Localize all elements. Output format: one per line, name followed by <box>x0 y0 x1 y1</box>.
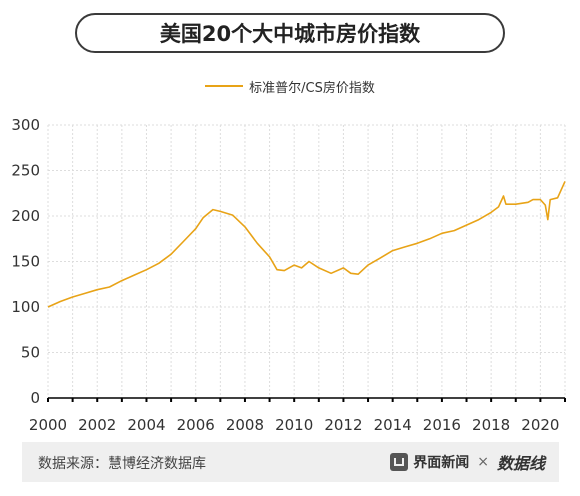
y-tick-label: 300 <box>11 116 40 134</box>
x-tick-label: 2020 <box>521 416 559 434</box>
x-tick-label: 2004 <box>127 416 165 434</box>
source-text: 数据来源：慧博经济数据库 <box>38 456 206 472</box>
chart-title: 美国20个大中城市房价指数 <box>75 13 505 53</box>
legend: 标准普尔/CS房价指数 <box>0 77 580 96</box>
x-tick-label: 2000 <box>29 416 67 434</box>
y-tick-label: 50 <box>21 344 40 362</box>
x-tick-label: 2014 <box>374 416 412 434</box>
series-line <box>47 181 566 308</box>
grid <box>47 124 566 398</box>
y-tick-label: 150 <box>11 253 40 271</box>
legend-label: 标准普尔/CS房价指数 <box>249 80 375 96</box>
x-tick-label: 2002 <box>78 416 116 434</box>
brand-separator: × <box>477 454 489 470</box>
y-tick-label: 250 <box>11 162 40 180</box>
y-tick-label: 100 <box>11 298 40 316</box>
y-tick-label: 0 <box>30 389 40 407</box>
shujuxian-logo: 数据线 <box>496 454 545 473</box>
x-tick-label: 2016 <box>423 416 461 434</box>
x-tick-label: 2012 <box>324 416 362 434</box>
x-tick-label: 2018 <box>472 416 510 434</box>
jiemian-logo-icon <box>390 453 409 471</box>
footer: 数据来源：慧博经济数据库 界面新闻 × 数据线 <box>22 442 559 482</box>
x-tick-label: 2008 <box>226 416 264 434</box>
brand-name: 界面新闻 <box>413 455 470 471</box>
x-tick-label: 2006 <box>177 416 215 434</box>
series-layer <box>47 181 566 308</box>
y-tick-label: 200 <box>11 207 40 225</box>
brand: 界面新闻 × 数据线 <box>390 450 545 474</box>
x-tick-label: 2010 <box>275 416 313 434</box>
axes: 0 50 100 150 200 250 300 2000 2002 2004 2006 2008 20… <box>11 116 566 434</box>
legend-swatch <box>205 85 244 87</box>
